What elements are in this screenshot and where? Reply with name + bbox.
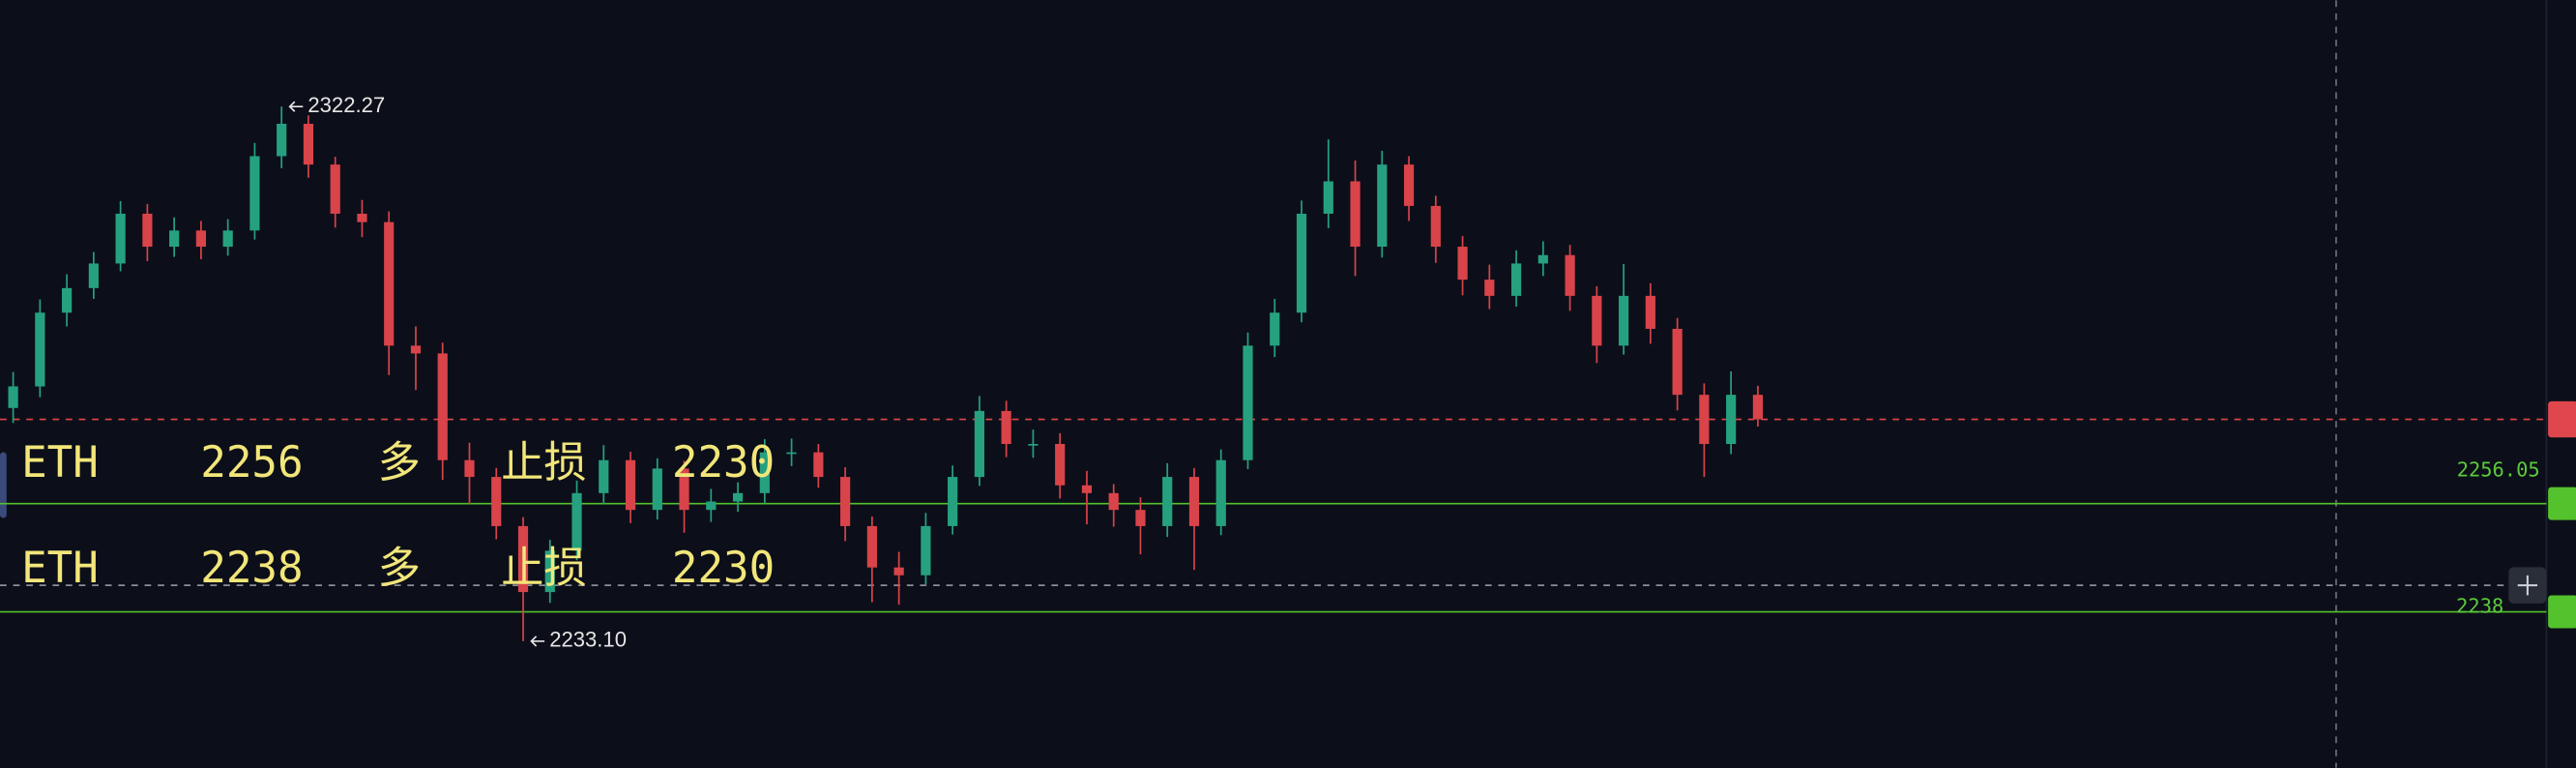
candle-body [840, 477, 851, 526]
candle-body [1510, 263, 1522, 296]
candle-body [1081, 485, 1093, 493]
candle-body [1619, 295, 1629, 346]
candle-body [277, 123, 287, 157]
candle-body [1672, 328, 1683, 396]
candle-body [437, 353, 448, 460]
candle-body [115, 213, 126, 264]
candle-body [303, 123, 314, 165]
note-text: ETH [21, 438, 99, 487]
candle-body [1162, 477, 1173, 526]
arrow-icon [288, 101, 304, 112]
candle-body [599, 459, 609, 493]
candle-body [1350, 181, 1361, 248]
note-text: ETH [21, 544, 99, 593]
candle-body [8, 386, 18, 408]
extreme-label: 2233.10 [549, 628, 627, 652]
candle-body [464, 459, 475, 478]
level-label: 2238 [2456, 594, 2503, 617]
candle-body [652, 468, 662, 511]
candle-body [249, 156, 260, 231]
note-text: 多 [378, 544, 421, 593]
candle-body [410, 345, 422, 354]
note-text: 2256 [200, 438, 303, 487]
candle-body [142, 213, 153, 248]
note-text: 止损 [501, 544, 586, 593]
candle-body [384, 222, 395, 346]
candle-body [866, 525, 877, 568]
candle-body [62, 287, 73, 313]
candle-body [1484, 280, 1495, 296]
level-label: 2256.05 [2457, 458, 2540, 482]
candle-body [1215, 459, 1226, 526]
candle-body [1430, 205, 1441, 248]
candle-body [974, 410, 985, 478]
candle-body [1270, 312, 1280, 346]
price-tag [2548, 400, 2576, 438]
note-text: 多 [378, 438, 421, 487]
note-text: 2238 [200, 544, 303, 593]
candle-body [1028, 443, 1039, 446]
plot: 2256.0522382322.272233.10ETH 2256 多止损 2230E… [0, 93, 2576, 652]
candle-body [1323, 181, 1333, 214]
candle-body [35, 312, 45, 387]
candle-body [1592, 295, 1602, 346]
candle-body [517, 525, 529, 593]
candle-body [948, 477, 958, 526]
candle-body [1055, 443, 1066, 486]
candle-body [1001, 410, 1011, 444]
level-tag [2548, 595, 2576, 629]
candle-body [571, 492, 582, 551]
candle-body [679, 468, 689, 511]
candle-body [1537, 254, 1548, 264]
plus-icon [2517, 575, 2538, 596]
candle-body [1296, 213, 1307, 313]
candle-body [222, 230, 233, 248]
candle-body [786, 452, 797, 455]
candle-body [544, 550, 555, 593]
level-tag [2548, 487, 2576, 520]
candle-body [732, 492, 744, 502]
candle-body [1726, 395, 1737, 444]
candle-body [893, 567, 904, 576]
note-text: 2230 [672, 438, 775, 487]
candle-body [1243, 345, 1253, 460]
candle-body [1645, 295, 1655, 329]
candle-body [357, 213, 367, 222]
candle-body [491, 477, 502, 526]
candle-body [1108, 492, 1119, 511]
side-tab [0, 452, 7, 518]
candle-body [1377, 164, 1388, 248]
candle-body [706, 501, 717, 511]
candle-body [88, 263, 99, 288]
candle-body [1752, 395, 1764, 420]
arrow-icon [530, 635, 545, 647]
candle-body [1699, 395, 1710, 444]
extreme-label: 2322.27 [307, 93, 385, 117]
candle-body [759, 452, 770, 493]
candle-body [330, 164, 340, 214]
candle-body [195, 230, 206, 248]
candle-body [1135, 510, 1146, 526]
candle-body [1565, 254, 1575, 296]
candle-body [813, 452, 824, 478]
note-text: 2230 [672, 544, 775, 593]
note-text: 止损 [501, 438, 586, 487]
candle-body [1457, 247, 1468, 281]
candle-body [1403, 164, 1415, 206]
candle-body [169, 230, 180, 248]
candle-body [625, 459, 636, 511]
candle-body [1188, 477, 1200, 526]
candle-body [921, 525, 931, 576]
